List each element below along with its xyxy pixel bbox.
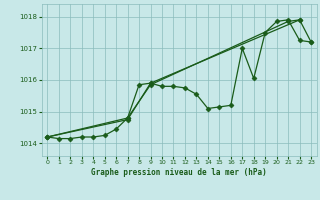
- X-axis label: Graphe pression niveau de la mer (hPa): Graphe pression niveau de la mer (hPa): [91, 168, 267, 177]
